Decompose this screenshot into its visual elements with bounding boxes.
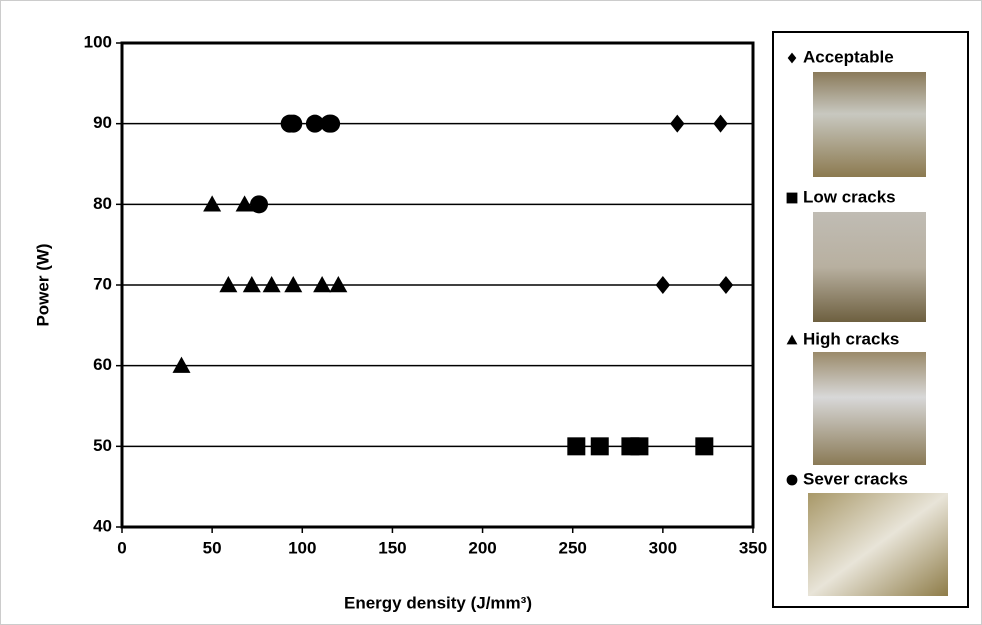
marker-circle	[322, 114, 341, 133]
x-tick-label: 50	[203, 538, 222, 557]
marker-square	[630, 437, 649, 456]
marker-square	[695, 437, 714, 456]
marker-triangle	[262, 276, 281, 293]
marker-triangle	[235, 195, 254, 212]
x-tick-label: 100	[288, 538, 316, 557]
marker-triangle	[284, 276, 303, 293]
y-tick-label: 70	[93, 274, 112, 293]
y-tick-label: 40	[93, 516, 112, 535]
legend-marker	[786, 334, 798, 345]
marker-diamond	[670, 114, 685, 133]
marker-diamond	[713, 114, 728, 133]
x-tick-label: 250	[559, 538, 587, 557]
legend-photo	[813, 212, 926, 322]
x-tick-label: 200	[468, 538, 496, 557]
x-tick-label: 0	[117, 538, 126, 557]
legend-marker	[786, 192, 798, 204]
legend-label: Acceptable	[803, 47, 894, 66]
legend-label: High cracks	[803, 329, 899, 348]
legend-label: Low cracks	[803, 187, 896, 206]
y-axis-label: Power (W)	[33, 243, 52, 326]
marker-square	[567, 437, 586, 456]
marker-circle	[284, 114, 303, 133]
marker-diamond	[718, 276, 734, 294]
marker-triangle	[329, 276, 348, 293]
y-tick-label: 60	[93, 355, 112, 374]
marker-triangle	[172, 356, 191, 373]
y-tick-label: 90	[93, 113, 112, 132]
legend-photo	[813, 352, 926, 465]
marker-triangle	[242, 276, 261, 293]
x-tick-label: 150	[378, 538, 406, 557]
marker-circle	[250, 195, 269, 214]
x-axis-label: Energy density (J/mm³)	[344, 593, 532, 612]
marker-triangle	[313, 276, 332, 293]
legend-label: Sever cracks	[803, 469, 908, 488]
marker-triangle	[203, 195, 222, 212]
y-tick-label: 80	[93, 194, 112, 213]
x-tick-label: 300	[649, 538, 677, 557]
legend-photo	[808, 493, 948, 596]
y-tick-label: 50	[93, 436, 112, 455]
marker-circle	[305, 114, 324, 133]
y-tick-label: 100	[84, 32, 112, 51]
plot-border	[120, 41, 755, 529]
marker-triangle	[219, 276, 238, 293]
marker-square	[590, 437, 609, 456]
legend-marker	[786, 474, 798, 486]
marker-diamond	[655, 276, 671, 294]
legend-photo	[813, 72, 926, 177]
x-tick-label: 350	[739, 538, 767, 557]
